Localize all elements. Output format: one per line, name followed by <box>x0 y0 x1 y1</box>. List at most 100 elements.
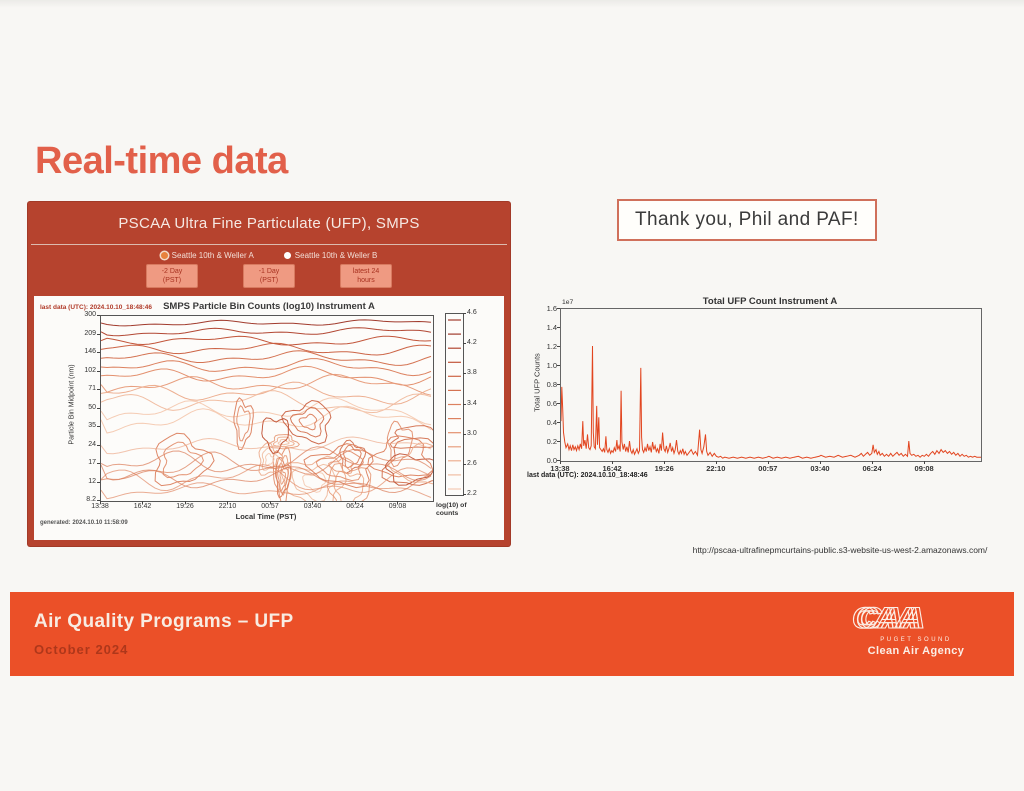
x-tick-mark <box>312 501 314 504</box>
colorbar-tick-label: 4.6 <box>467 309 477 316</box>
y-tick-mark <box>557 346 560 347</box>
button-sublabel: (PST) <box>259 277 279 284</box>
y-tick-mark <box>97 481 100 483</box>
contour-x-axis-label: Local Time (PST) <box>235 512 297 521</box>
x-tick-label: 09:08 <box>914 464 934 473</box>
button-label: -1 Day <box>258 267 280 275</box>
logo-tagline-region: PUGET SOUND <box>880 637 952 643</box>
generated-timestamp: generated: 2024.10.10 11:58:09 <box>40 520 128 526</box>
x-tick-mark <box>100 501 101 504</box>
y-tick-mark <box>557 441 560 442</box>
y-tick-mark <box>557 327 560 328</box>
colorbar-tick-mark <box>463 313 466 314</box>
colorbar-tick-mark <box>463 463 466 465</box>
y-tick-label: 0.6 <box>546 399 557 408</box>
header-divider <box>31 244 507 245</box>
y-tick-label: 17 <box>88 459 96 466</box>
y-tick-label: 300 <box>84 311 96 318</box>
y-tick-mark <box>97 370 100 372</box>
y-tick-mark <box>557 308 560 309</box>
footer-date: October 2024 <box>34 642 129 657</box>
y-tick-mark <box>97 315 100 316</box>
time-range-button-2[interactable]: -1 Day (PST) <box>243 264 295 288</box>
agency-logo: CAA CAA CAA PUGET SOUND Clean Air Agency <box>846 600 986 657</box>
colorbar-tick-label: 2.6 <box>467 459 477 467</box>
y-tick-label: 12 <box>88 477 96 485</box>
button-label: latest 24 <box>352 267 380 275</box>
footer-title: Air Quality Programs – UFP <box>34 611 294 632</box>
colorbar-tick-mark <box>463 403 466 405</box>
y-tick-label: 1.4 <box>546 323 557 332</box>
contour-plot-svg <box>101 319 433 501</box>
x-tick-label: 00:57 <box>758 464 778 473</box>
station-radio-b[interactable]: Seattle 10th & Weller B <box>283 251 377 260</box>
line-axes <box>560 308 982 462</box>
colorbar-tick-mark <box>463 343 466 345</box>
x-tick-label: 22:10 <box>218 503 237 510</box>
x-tick-label: 06:24 <box>862 464 882 473</box>
x-tick-mark <box>560 461 561 464</box>
station-radio-a[interactable]: Seattle 10th & Weller A <box>160 251 254 260</box>
y-tick-mark <box>97 500 100 501</box>
time-range-button-3[interactable]: latest 24 hours <box>340 264 392 288</box>
station-radio-group: Seattle 10th & Weller A Seattle 10th & We… <box>28 251 510 260</box>
last-data-timestamp-2: last data (UTC): 2024.10.10_18:48:46 <box>527 472 648 479</box>
dashboard-url-link[interactable]: http://pscaa-ultrafinepmcurtains-public.… <box>692 545 988 555</box>
colorbar-tick-label: 4.2 <box>467 339 477 347</box>
radio-dot-icon[interactable] <box>283 252 291 259</box>
y-tick-mark <box>557 403 560 404</box>
y-tick-label: 71 <box>88 385 96 392</box>
y-tick-mark <box>97 407 100 409</box>
x-tick-mark <box>612 461 614 464</box>
y-tick-label: 102 <box>84 366 96 374</box>
y-tick-mark <box>97 463 100 464</box>
colorbar-tick-mark <box>463 433 466 435</box>
y-axis-offset-label: 1e7 <box>562 299 574 306</box>
radio-dot-icon[interactable] <box>160 252 168 259</box>
colorbar-tick-label: 3.0 <box>467 429 477 437</box>
dashboard-header-title: PSCAA Ultra Fine Particulate (UFP), SMPS <box>118 215 420 232</box>
colorbar-svg <box>448 319 461 490</box>
x-tick-label: 22:10 <box>706 464 726 473</box>
logo-tagline-name: Clean Air Agency <box>867 645 965 657</box>
x-tick-mark <box>142 501 144 504</box>
x-tick-label: 09:08 <box>388 503 407 510</box>
y-tick-label: 0.0 <box>546 456 557 465</box>
x-tick-mark <box>397 501 399 504</box>
y-tick-mark <box>557 384 560 385</box>
caa-logo-icon: CAA CAA CAA <box>851 601 925 635</box>
colorbar-tick-label: 3.8 <box>467 369 477 377</box>
y-tick-label: 24 <box>88 440 96 448</box>
ufp-dashboard-panel: PSCAA Ultra Fine Particulate (UFP), SMPS… <box>28 202 510 546</box>
colorbar-tick-mark <box>463 373 466 375</box>
contour-figure: last data (UTC): 2024.10.10_18:48:46 SMP… <box>34 296 504 540</box>
y-tick-mark <box>97 426 100 427</box>
x-tick-label: 03:40 <box>303 503 322 510</box>
y-tick-mark <box>97 389 100 390</box>
x-tick-mark <box>184 501 186 504</box>
y-tick-label: 0.4 <box>546 418 557 427</box>
contour-title: SMPS Particle Bin Counts (log10) Instrum… <box>163 301 375 312</box>
x-tick-mark <box>354 501 356 504</box>
x-tick-label: 03:40 <box>810 464 830 473</box>
y-tick-label: 209 <box>84 329 96 337</box>
page-title: Real-time data <box>35 140 288 182</box>
colorbar-tick-mark <box>463 494 466 495</box>
time-range-buttons: -2 Day (PST) -1 Day (PST) latest 24 hours <box>28 264 510 288</box>
x-tick-label: 06:24 <box>346 503 364 510</box>
x-tick-mark <box>715 461 717 464</box>
radio-label: Seattle 10th & Weller A <box>171 251 254 260</box>
x-tick-label: 16:42 <box>602 464 622 473</box>
y-tick-label: 8.2 <box>86 496 96 503</box>
y-tick-mark <box>97 444 100 446</box>
y-tick-label: 35 <box>88 422 96 429</box>
last-data-timestamp: last data (UTC): 2024.10.10_18:48:46 <box>40 304 153 311</box>
x-tick-label: 19:26 <box>176 503 194 510</box>
time-range-button-1[interactable]: -2 Day (PST) <box>146 264 198 288</box>
colorbar-tick-label: 3.4 <box>467 399 477 407</box>
x-tick-label: 16:42 <box>133 503 152 510</box>
button-sublabel: hours <box>357 277 375 284</box>
y-tick-label: 0.8 <box>546 380 557 389</box>
y-tick-label: 1.6 <box>546 304 557 313</box>
